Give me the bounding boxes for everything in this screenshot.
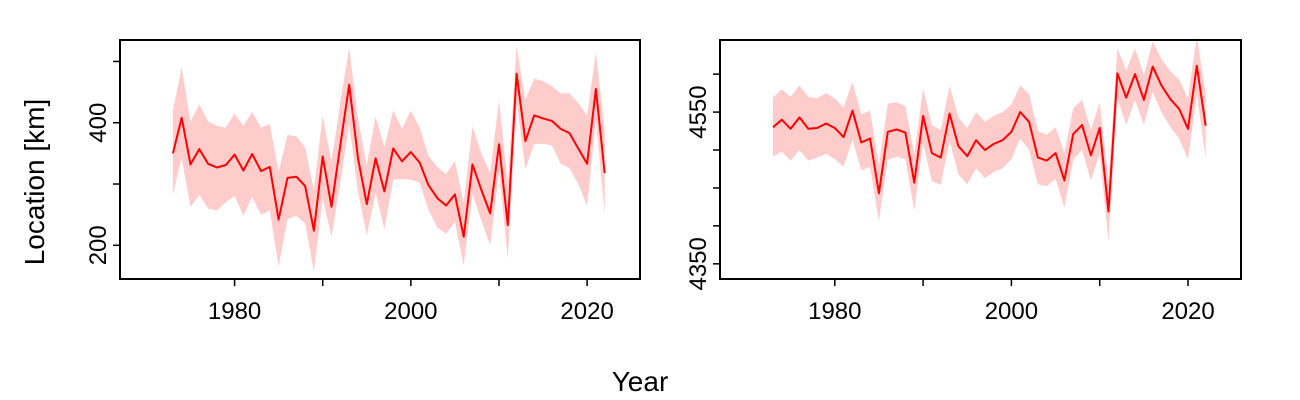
confidence-band (172, 46, 605, 272)
x-tick-label: 2000 (985, 298, 1038, 325)
x-tick-label: 2020 (560, 298, 613, 325)
series-line (171, 72, 606, 238)
confidence-band (773, 37, 1206, 242)
x-tick-label: 2000 (384, 298, 437, 325)
y-tick-label: 4550 (685, 85, 712, 138)
x-axis-title: Year (612, 366, 669, 397)
x-tick-label: 1980 (808, 298, 861, 325)
y-tick-label: 4350 (685, 237, 712, 290)
series-line (772, 64, 1207, 213)
x-tick-label: 1980 (208, 298, 261, 325)
left-panel: 1980 2000 2020 200 400 (85, 39, 641, 325)
y-tick-label: 400 (85, 103, 112, 143)
y-tick-label: 200 (85, 225, 112, 265)
x-tick-label: 2020 (1161, 298, 1214, 325)
plot-frame (119, 39, 641, 280)
right-panel: 1980 2000 2020 4350 4550 (685, 37, 1242, 325)
plot-frame (719, 39, 1242, 280)
y-axis-title: Location [km] (19, 99, 50, 266)
